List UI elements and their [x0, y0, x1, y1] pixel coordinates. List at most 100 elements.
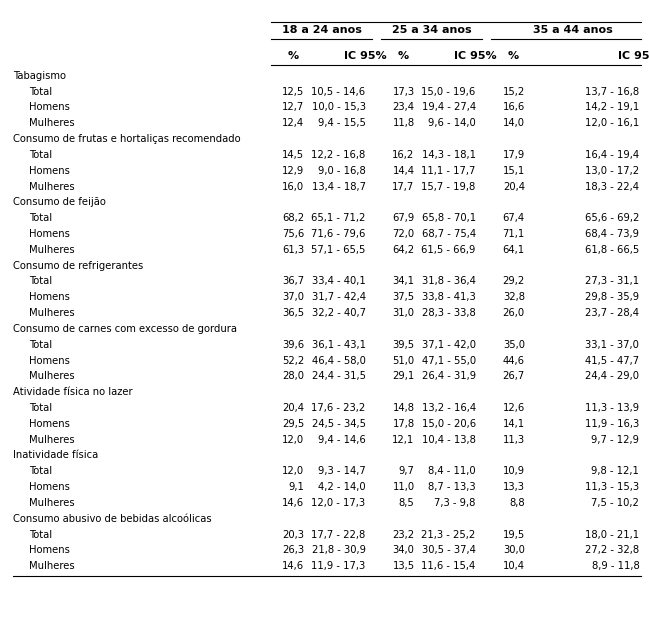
Text: 12,0: 12,0 — [282, 467, 304, 476]
Text: 11,3 - 13,9: 11,3 - 13,9 — [585, 403, 639, 413]
Text: 8,8: 8,8 — [509, 498, 525, 508]
Text: 10,0 - 15,3: 10,0 - 15,3 — [312, 103, 365, 113]
Text: Mulheres: Mulheres — [29, 498, 75, 508]
Text: 27,2 - 32,8: 27,2 - 32,8 — [585, 546, 639, 555]
Text: 44,6: 44,6 — [503, 356, 525, 365]
Text: 10,4: 10,4 — [503, 561, 525, 571]
Text: 17,7: 17,7 — [393, 182, 415, 192]
Text: 37,1 - 42,0: 37,1 - 42,0 — [422, 340, 476, 349]
Text: 15,0 - 20,6: 15,0 - 20,6 — [422, 419, 476, 429]
Text: 71,6 - 79,6: 71,6 - 79,6 — [311, 229, 365, 239]
Text: 61,3: 61,3 — [282, 245, 304, 255]
Text: 25 a 34 anos: 25 a 34 anos — [392, 25, 471, 35]
Text: 14,8: 14,8 — [393, 403, 415, 413]
Text: 17,3: 17,3 — [393, 87, 415, 97]
Text: 8,9 - 11,8: 8,9 - 11,8 — [592, 561, 639, 571]
Text: 8,4 - 11,0: 8,4 - 11,0 — [428, 467, 476, 476]
Text: Inatividade física: Inatividade física — [13, 451, 98, 460]
Text: 12,5: 12,5 — [282, 87, 304, 97]
Text: 9,7: 9,7 — [398, 467, 415, 476]
Text: Total: Total — [29, 277, 52, 287]
Text: 12,0 - 17,3: 12,0 - 17,3 — [312, 498, 365, 508]
Text: 65,6 - 69,2: 65,6 - 69,2 — [585, 213, 639, 223]
Text: 36,7: 36,7 — [282, 277, 304, 287]
Text: 24,4 - 29,0: 24,4 - 29,0 — [585, 372, 639, 381]
Text: 19,5: 19,5 — [502, 530, 525, 539]
Text: 9,7 - 12,9: 9,7 - 12,9 — [591, 435, 639, 444]
Text: 13,4 - 18,7: 13,4 - 18,7 — [312, 182, 365, 192]
Text: 32,2 - 40,7: 32,2 - 40,7 — [312, 308, 365, 318]
Text: IC 95%: IC 95% — [618, 51, 649, 61]
Text: 37,5: 37,5 — [393, 292, 415, 303]
Text: 12,9: 12,9 — [282, 166, 304, 176]
Text: %: % — [398, 51, 409, 61]
Text: 33,8 - 41,3: 33,8 - 41,3 — [422, 292, 476, 303]
Text: Total: Total — [29, 530, 52, 539]
Text: 10,4 - 13,8: 10,4 - 13,8 — [422, 435, 476, 444]
Text: 34,0: 34,0 — [393, 546, 415, 555]
Text: Total: Total — [29, 403, 52, 413]
Text: 4,2 - 14,0: 4,2 - 14,0 — [318, 482, 365, 492]
Text: 51,0: 51,0 — [393, 356, 415, 365]
Text: 23,4: 23,4 — [393, 103, 415, 113]
Text: %: % — [288, 51, 299, 61]
Text: 29,1: 29,1 — [393, 372, 415, 381]
Text: 11,3: 11,3 — [503, 435, 525, 444]
Text: 64,2: 64,2 — [393, 245, 415, 255]
Text: 27,3 - 31,1: 27,3 - 31,1 — [585, 277, 639, 287]
Text: Total: Total — [29, 340, 52, 349]
Text: Homens: Homens — [29, 292, 69, 303]
Text: 67,4: 67,4 — [503, 213, 525, 223]
Text: 29,2: 29,2 — [502, 277, 525, 287]
Text: 12,4: 12,4 — [282, 118, 304, 128]
Text: IC 95%: IC 95% — [344, 51, 387, 61]
Text: 11,0: 11,0 — [393, 482, 415, 492]
Text: 14,2 - 19,1: 14,2 - 19,1 — [585, 103, 639, 113]
Text: Consumo de feijão: Consumo de feijão — [13, 197, 106, 208]
Text: 26,4 - 31,9: 26,4 - 31,9 — [422, 372, 476, 381]
Text: 12,0: 12,0 — [282, 435, 304, 444]
Text: 14,4: 14,4 — [393, 166, 415, 176]
Text: 13,2 - 16,4: 13,2 - 16,4 — [422, 403, 476, 413]
Text: 12,7: 12,7 — [282, 103, 304, 113]
Text: 65,1 - 71,2: 65,1 - 71,2 — [311, 213, 365, 223]
Text: 65,8 - 70,1: 65,8 - 70,1 — [422, 213, 476, 223]
Text: Mulheres: Mulheres — [29, 372, 75, 381]
Text: 46,4 - 58,0: 46,4 - 58,0 — [312, 356, 365, 365]
Text: 26,0: 26,0 — [503, 308, 525, 318]
Text: 11,8: 11,8 — [393, 118, 415, 128]
Text: 20,4: 20,4 — [282, 403, 304, 413]
Text: 21,3 - 25,2: 21,3 - 25,2 — [421, 530, 476, 539]
Text: 36,5: 36,5 — [282, 308, 304, 318]
Text: 31,8 - 36,4: 31,8 - 36,4 — [422, 277, 476, 287]
Text: 18,3 - 22,4: 18,3 - 22,4 — [585, 182, 639, 192]
Text: 14,1: 14,1 — [503, 419, 525, 429]
Text: Mulheres: Mulheres — [29, 245, 75, 255]
Text: 23,2: 23,2 — [393, 530, 415, 539]
Text: 16,6: 16,6 — [502, 103, 525, 113]
Text: 61,8 - 66,5: 61,8 - 66,5 — [585, 245, 639, 255]
Text: 33,4 - 40,1: 33,4 - 40,1 — [312, 277, 365, 287]
Text: 8,7 - 13,3: 8,7 - 13,3 — [428, 482, 476, 492]
Text: 32,8: 32,8 — [503, 292, 525, 303]
Text: 14,3 - 18,1: 14,3 - 18,1 — [422, 150, 476, 160]
Text: 37,0: 37,0 — [282, 292, 304, 303]
Text: 16,4 - 19,4: 16,4 - 19,4 — [585, 150, 639, 160]
Text: 20,3: 20,3 — [282, 530, 304, 539]
Text: 71,1: 71,1 — [502, 229, 525, 239]
Text: 12,6: 12,6 — [502, 403, 525, 413]
Text: 13,3: 13,3 — [503, 482, 525, 492]
Text: 12,1: 12,1 — [393, 435, 415, 444]
Text: 24,5 - 34,5: 24,5 - 34,5 — [312, 419, 365, 429]
Text: Homens: Homens — [29, 103, 69, 113]
Text: IC 95%: IC 95% — [454, 51, 497, 61]
Text: Mulheres: Mulheres — [29, 435, 75, 444]
Text: 20,4: 20,4 — [503, 182, 525, 192]
Text: 39,6: 39,6 — [282, 340, 304, 349]
Text: 52,2: 52,2 — [282, 356, 304, 365]
Text: Homens: Homens — [29, 229, 69, 239]
Text: 9,4 - 14,6: 9,4 - 14,6 — [318, 435, 365, 444]
Text: 28,3 - 33,8: 28,3 - 33,8 — [422, 308, 476, 318]
Text: Mulheres: Mulheres — [29, 561, 75, 571]
Text: 64,1: 64,1 — [503, 245, 525, 255]
